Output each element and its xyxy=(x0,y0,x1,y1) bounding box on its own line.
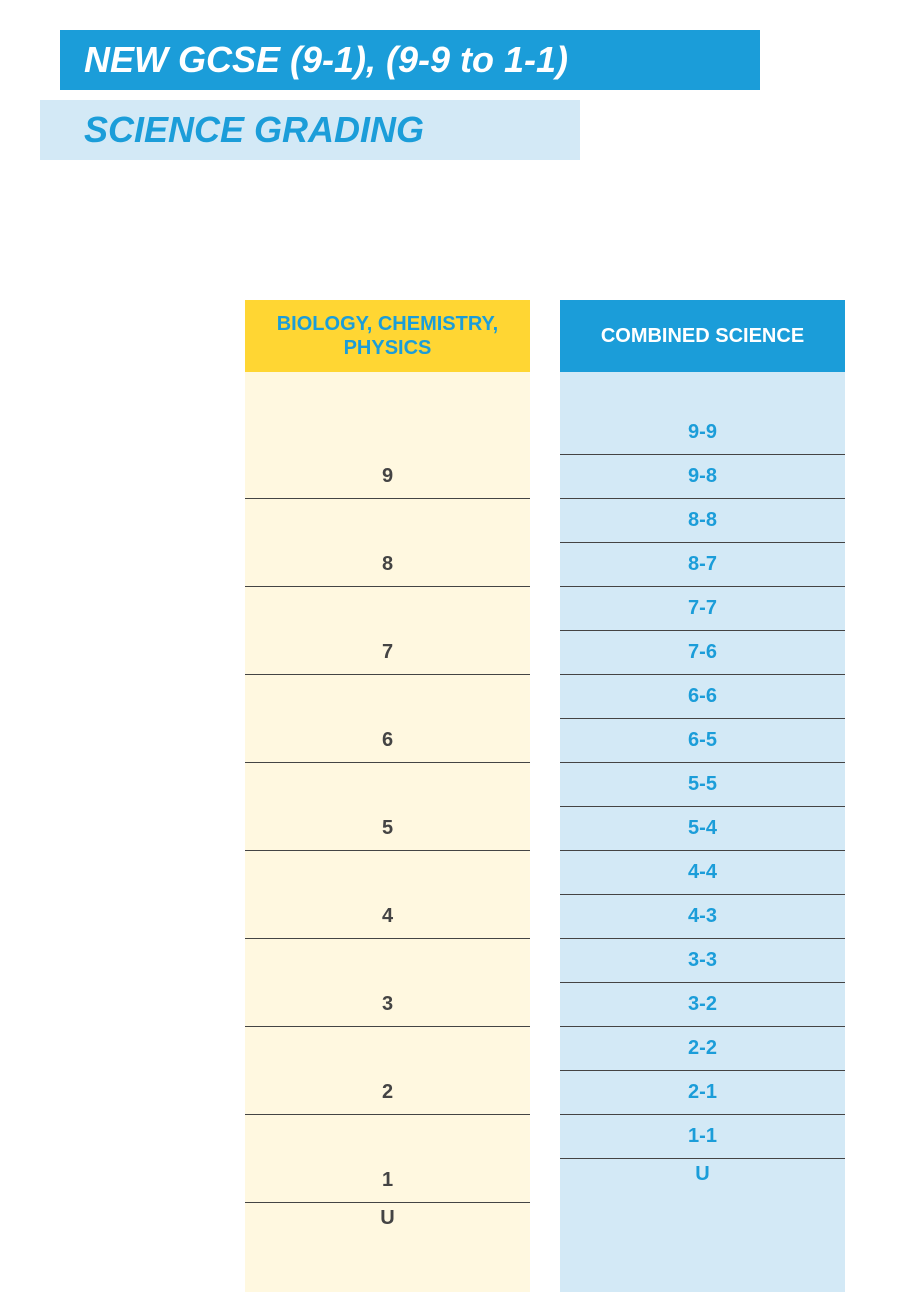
title-banner-primary: NEW GCSE (9-1), (9-9 to 1-1) xyxy=(60,30,760,90)
combined-grade-cell: 3-2 xyxy=(560,982,845,1026)
spacer xyxy=(245,1240,530,1292)
single-science-body: 987654321U xyxy=(245,410,530,1292)
combined-grade-cell: 9-8 xyxy=(560,454,845,498)
combined-grade-cell: 8-7 xyxy=(560,542,845,586)
combined-grade-cell: 5-5 xyxy=(560,762,845,806)
single-grade-cell: 2 xyxy=(245,1026,530,1114)
combined-grade-u: U xyxy=(560,1158,845,1196)
single-science-column: BIOLOGY, CHEMISTRY, PHYSICS 987654321U xyxy=(245,300,530,1292)
spacer xyxy=(560,1196,845,1248)
single-science-header: BIOLOGY, CHEMISTRY, PHYSICS xyxy=(245,300,530,372)
single-grade-cell: 6 xyxy=(245,674,530,762)
combined-grade-cell: 1-1 xyxy=(560,1114,845,1158)
combined-grade-cell: 2-2 xyxy=(560,1026,845,1070)
combined-grade-cell: 7-7 xyxy=(560,586,845,630)
combined-grade-cell: 2-1 xyxy=(560,1070,845,1114)
single-grade-cell: 8 xyxy=(245,498,530,586)
combined-grade-cell: 7-6 xyxy=(560,630,845,674)
combined-science-body: 9-99-88-88-77-77-66-66-55-55-44-44-33-33… xyxy=(560,410,845,1248)
combined-grade-cell: 3-3 xyxy=(560,938,845,982)
single-grade-cell: 7 xyxy=(245,586,530,674)
single-grade-cell: 5 xyxy=(245,762,530,850)
spacer xyxy=(245,372,530,410)
single-grade-cell: 4 xyxy=(245,850,530,938)
combined-grade-cell: 6-6 xyxy=(560,674,845,718)
combined-grade-cell: 9-9 xyxy=(560,410,845,454)
combined-grade-cell: 4-3 xyxy=(560,894,845,938)
single-grade-cell: 9 xyxy=(245,410,530,498)
spacer xyxy=(560,372,845,410)
title-banner-secondary: SCIENCE GRADING xyxy=(40,100,580,160)
combined-science-column: COMBINED SCIENCE 9-99-88-88-77-77-66-66-… xyxy=(560,300,845,1292)
combined-science-header: COMBINED SCIENCE xyxy=(560,300,845,372)
combined-grade-cell: 8-8 xyxy=(560,498,845,542)
single-grade-cell: 1 xyxy=(245,1114,530,1202)
single-grade-cell: 3 xyxy=(245,938,530,1026)
grade-columns: BIOLOGY, CHEMISTRY, PHYSICS 987654321U C… xyxy=(245,300,845,1292)
combined-grade-cell: 4-4 xyxy=(560,850,845,894)
combined-grade-cell: 6-5 xyxy=(560,718,845,762)
title-line-2: SCIENCE GRADING xyxy=(84,109,424,151)
title-line-1: NEW GCSE (9-1), (9-9 to 1-1) xyxy=(84,39,568,81)
single-grade-u: U xyxy=(245,1202,530,1240)
combined-grade-cell: 5-4 xyxy=(560,806,845,850)
